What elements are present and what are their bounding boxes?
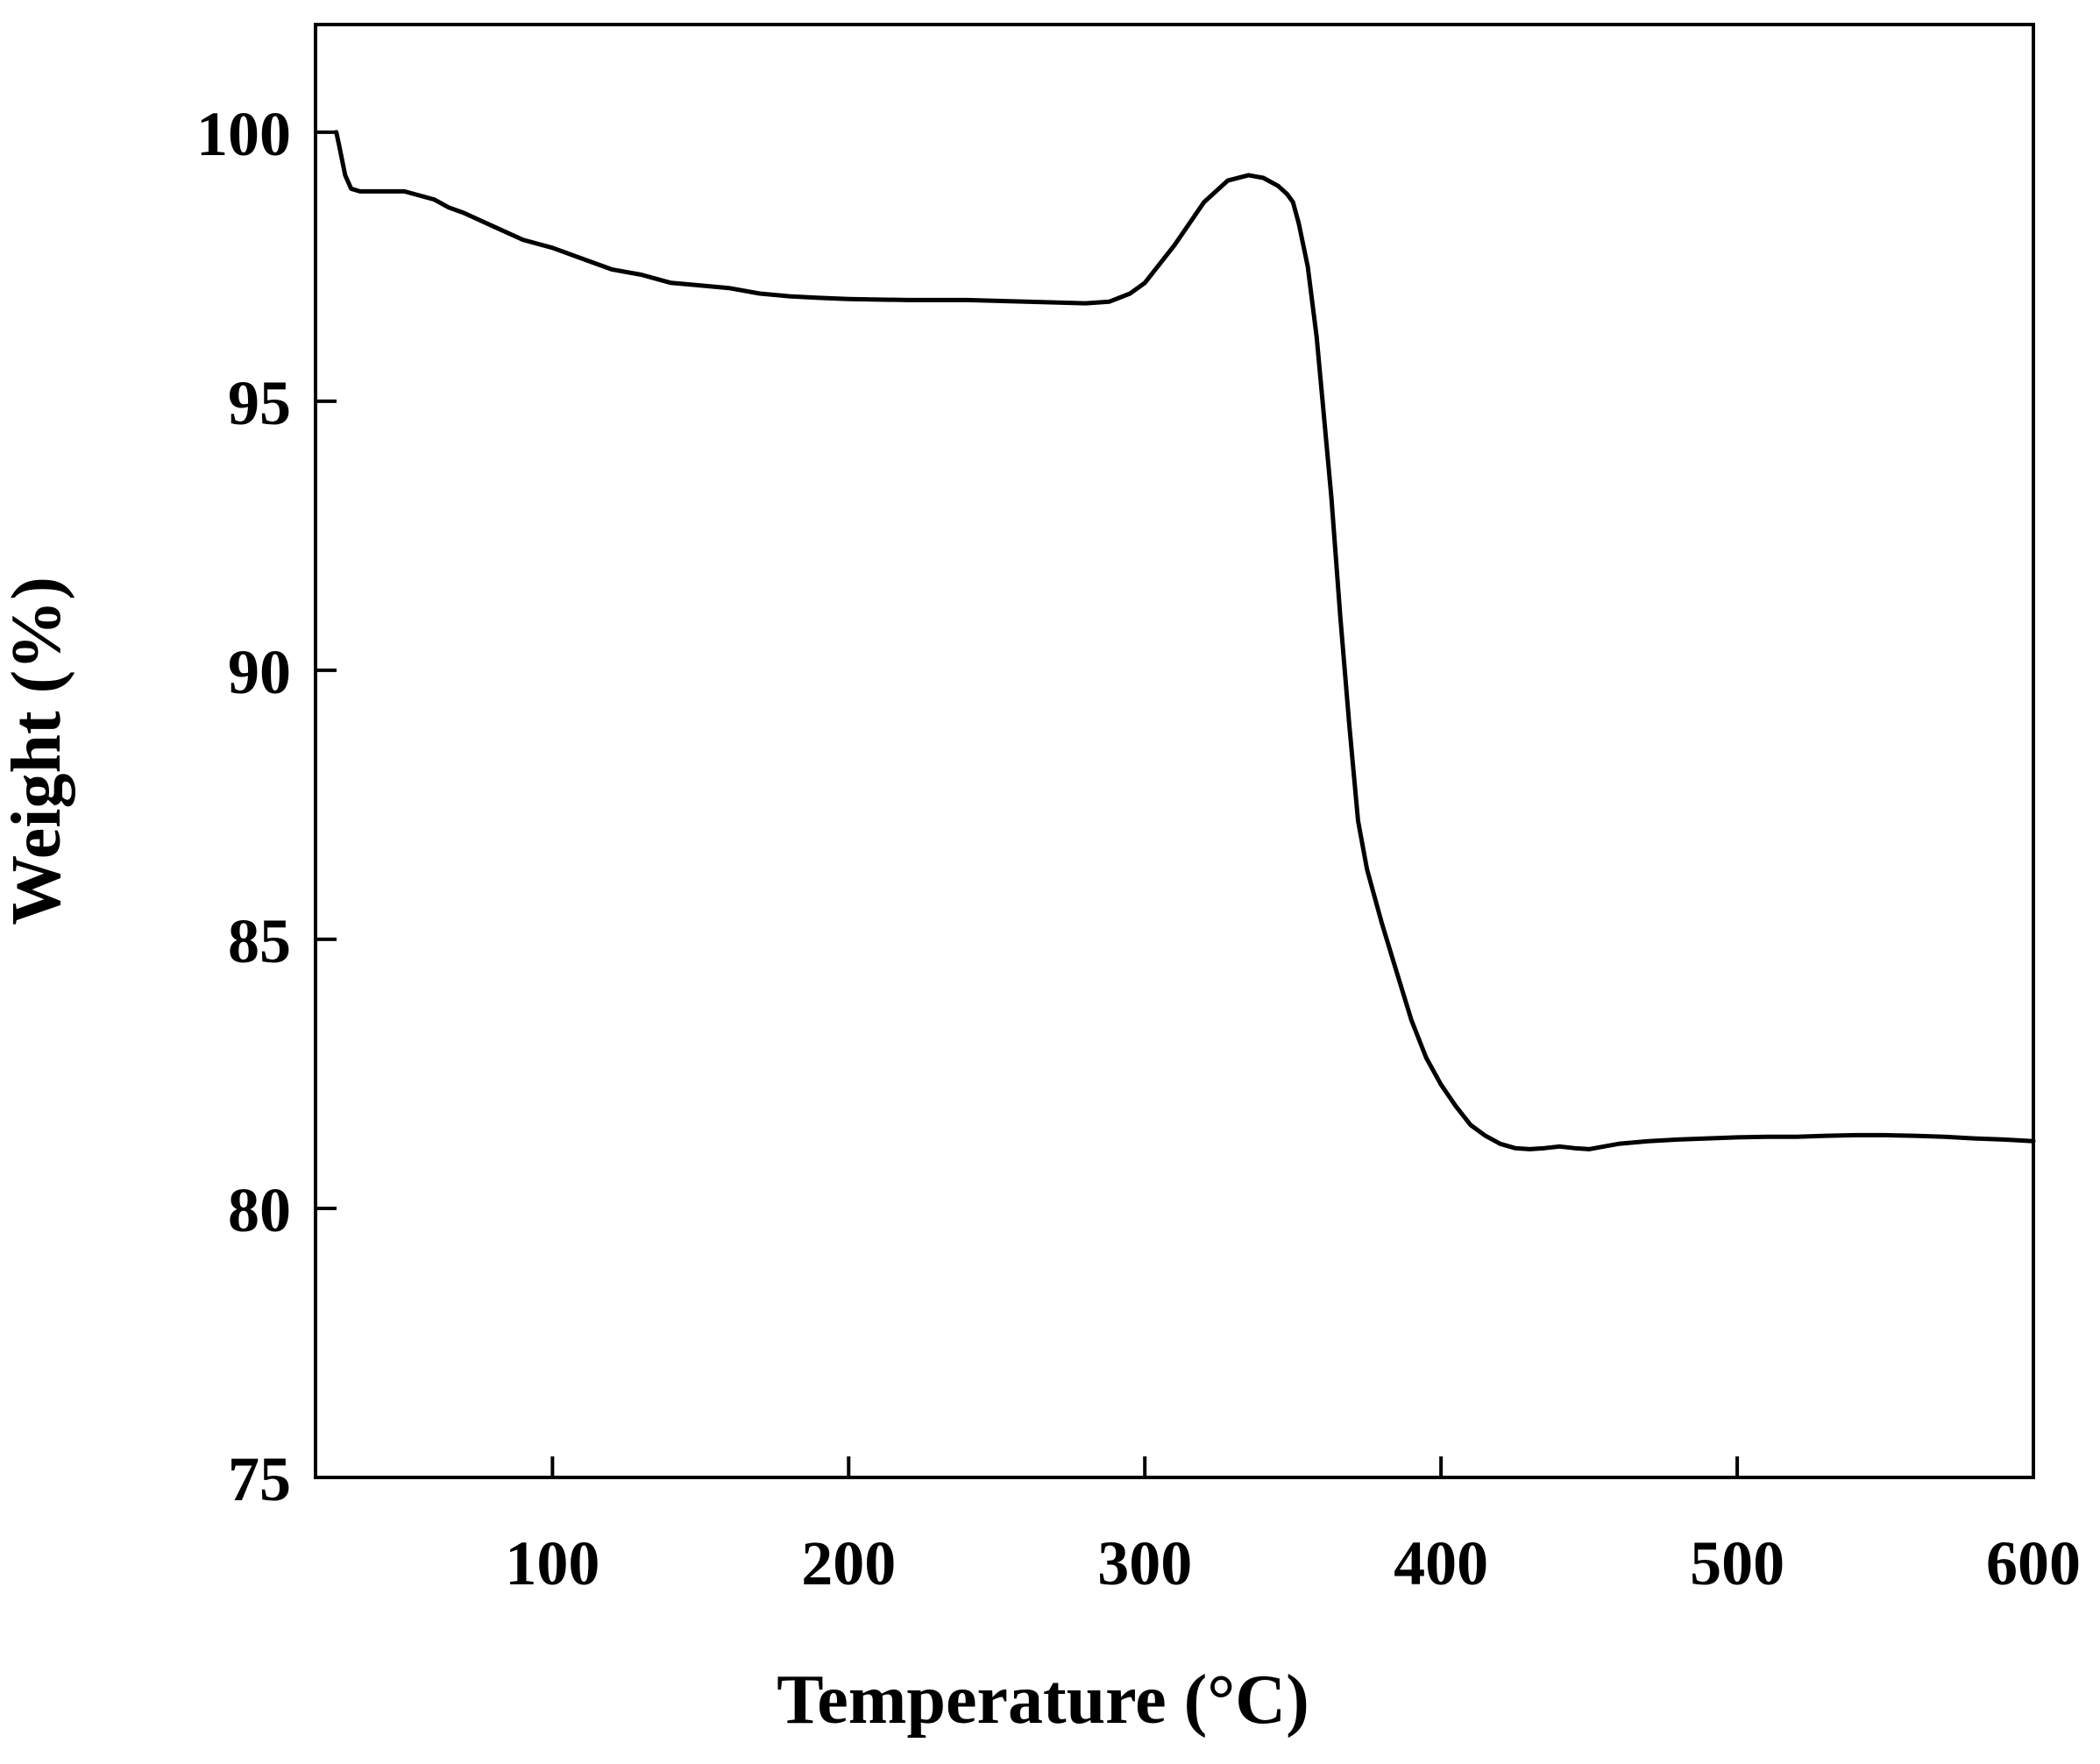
- tick-labels: 100 200 300 400 500 600 75 80 85 90 95 100: [196, 99, 2081, 1598]
- x-tick-label: 100: [505, 1528, 599, 1598]
- plot-area: [334, 130, 2036, 1151]
- x-tick-label: 300: [1097, 1528, 1192, 1598]
- y-tick-label: 90: [228, 637, 291, 707]
- y-tick-label: 100: [196, 99, 291, 169]
- x-tick-label: 400: [1394, 1528, 1488, 1598]
- y-tick-label: 75: [228, 1444, 291, 1514]
- y-tick-label: 95: [228, 368, 291, 438]
- x-axis-label: Temperature (°C): [777, 1661, 1309, 1739]
- x-tick-label: 500: [1690, 1528, 1784, 1598]
- plot-frame: [314, 23, 2035, 1479]
- y-axis-label: Weight (%): [0, 577, 75, 925]
- y-tick-label: 85: [228, 906, 291, 976]
- axis-ticks: [316, 130, 2035, 1479]
- x-tick-label: 200: [801, 1528, 896, 1598]
- weight-curve-line: [334, 130, 2036, 1151]
- y-tick-label: 80: [228, 1175, 291, 1245]
- x-tick-label: 600: [1986, 1528, 2081, 1598]
